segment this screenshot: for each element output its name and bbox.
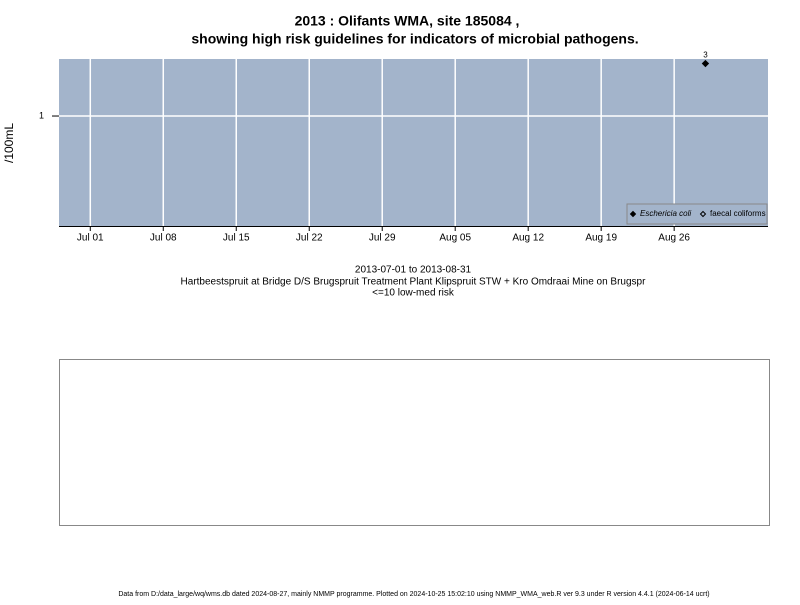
x-tick-label: Aug 26 [658, 233, 690, 244]
x-tick-label: Jul 01 [77, 233, 104, 244]
note: <=10 low-med risk [372, 288, 455, 299]
footer: Data from D:/data_large/wq/wms.db dated … [118, 591, 709, 598]
legend-box [626, 203, 768, 225]
legend-marker [629, 210, 637, 218]
empty-panel [59, 359, 770, 526]
legend-label: faecal coliforms [710, 209, 766, 218]
note: 2013-07-01 to 2013-08-31 [355, 265, 472, 276]
y-tick-label: 1 [39, 110, 44, 120]
data-label: 3 [703, 51, 708, 60]
legend-marker [699, 210, 707, 218]
x-tick-label: Jul 08 [150, 233, 177, 244]
legend-label: Eschericia coli [640, 209, 691, 218]
x-tick-label: Jul 15 [223, 233, 250, 244]
x-tick-label: Jul 22 [296, 233, 323, 244]
y-axis-label: /100mL [2, 123, 16, 163]
plot-background [59, 59, 768, 226]
chart-subtitle: showing high risk guidelines for indicat… [191, 31, 638, 47]
x-tick-label: Aug 05 [439, 233, 471, 244]
chart-title: 2013 : Olifants WMA, site 185084 , [295, 13, 520, 29]
x-tick-label: Aug 19 [585, 233, 617, 244]
x-tick-label: Jul 29 [369, 233, 396, 244]
point [701, 59, 710, 68]
x-tick-label: Aug 12 [512, 233, 544, 244]
note: Hartbeestspruit at Bridge D/S Brugspruit… [181, 277, 647, 288]
